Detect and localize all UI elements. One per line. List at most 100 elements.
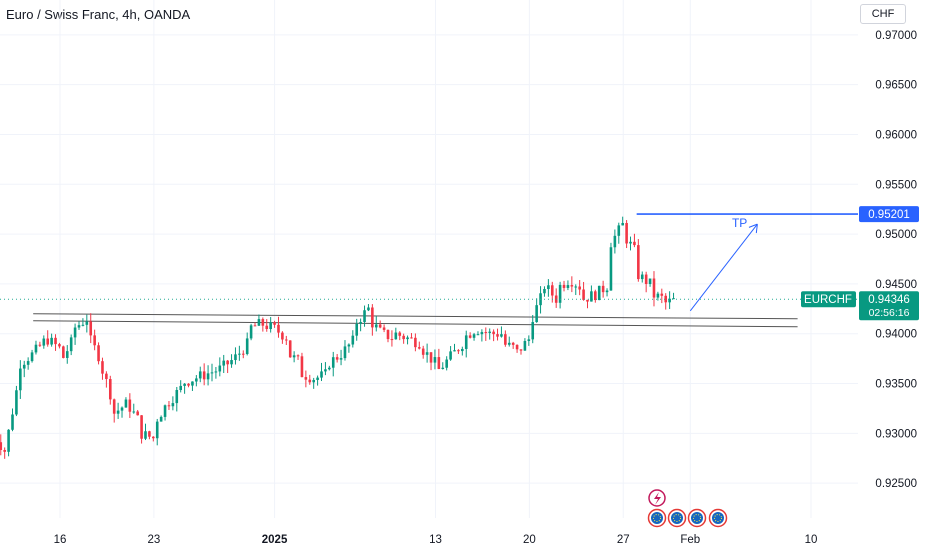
candle-body	[22, 364, 26, 369]
candle-body	[300, 356, 304, 378]
candle-body	[46, 338, 50, 345]
candle-body	[472, 334, 476, 338]
candle-body	[198, 371, 202, 379]
tp-annotation: TP	[732, 216, 747, 230]
candle-body	[664, 295, 668, 303]
candle-body	[558, 284, 562, 303]
candle-body	[144, 431, 147, 439]
candle-body	[613, 235, 617, 248]
candle-body	[77, 325, 81, 328]
candle-body	[273, 322, 276, 325]
candle-body	[30, 352, 34, 362]
candle-body	[625, 222, 628, 244]
x-tick-label: 16	[54, 534, 67, 546]
candle-body	[402, 335, 405, 340]
candle-body	[183, 383, 186, 386]
candle-body	[312, 379, 315, 383]
candle-body	[410, 337, 413, 339]
candle-body	[238, 353, 241, 355]
candle-body	[308, 379, 312, 383]
flag-stars-icon	[693, 514, 701, 522]
candle-body	[269, 322, 272, 330]
candle-body	[261, 319, 265, 326]
y-tick-label: 0.94500	[875, 279, 917, 291]
candle-body	[464, 335, 468, 349]
candle-body	[175, 390, 179, 404]
candle-body	[535, 305, 538, 323]
candle-body	[155, 421, 159, 439]
candle-body	[363, 310, 366, 323]
candle-body	[202, 371, 206, 380]
candle-body	[58, 344, 61, 347]
candle-body	[531, 322, 535, 340]
candle-body	[191, 381, 194, 386]
candle-body	[586, 299, 589, 302]
candle-body	[159, 416, 163, 422]
y-tick-label: 0.95000	[875, 229, 917, 241]
x-tick-label: 13	[429, 534, 442, 546]
candle-body	[445, 359, 448, 368]
candle-body	[163, 405, 167, 417]
overlays: TP	[0, 213, 858, 312]
candle-body	[468, 335, 472, 338]
candle-body	[281, 332, 284, 340]
event-markers[interactable]	[647, 489, 728, 528]
candle-body	[324, 369, 327, 372]
symbol-badge	[801, 291, 856, 308]
tp-price-badge	[859, 206, 919, 223]
candle-body	[171, 403, 175, 407]
y-tick-label: 0.95500	[875, 179, 917, 191]
candle-body	[449, 351, 452, 360]
candle-body	[249, 325, 253, 339]
candle-body	[69, 337, 73, 352]
candle-body	[50, 337, 53, 345]
candle-body	[15, 390, 18, 415]
candle-body	[367, 307, 370, 311]
price-axis[interactable]: 0.97000 0.96500 0.96000 0.95500 0.95000 0.945…	[801, 30, 919, 490]
candle-body	[351, 335, 355, 345]
candle-body	[206, 373, 210, 380]
candle-body	[97, 345, 100, 362]
flag-icon	[712, 512, 724, 524]
flag-icon	[651, 512, 663, 524]
candle-body	[621, 222, 624, 226]
candle-body	[136, 411, 139, 416]
candle-body	[390, 339, 394, 341]
candle-body	[507, 342, 511, 345]
flag-stars-icon	[714, 514, 722, 522]
candle-body	[617, 225, 621, 236]
candle-body	[148, 431, 151, 437]
candle-body	[511, 342, 515, 345]
candle-body	[277, 324, 280, 333]
candle-body	[421, 348, 425, 355]
candle-body	[218, 365, 222, 372]
candle-body	[245, 338, 249, 355]
candle-body	[195, 378, 198, 382]
candle-body	[644, 274, 648, 284]
support-line	[33, 313, 798, 320]
candle-body	[128, 399, 132, 412]
candle-body	[457, 350, 460, 352]
candle-body	[101, 361, 104, 374]
x-tick-label: 27	[617, 534, 630, 546]
candle-body	[214, 371, 218, 373]
candle-body	[335, 357, 339, 360]
candle-body	[116, 410, 120, 414]
support-line	[33, 320, 798, 328]
projection-arrow	[689, 223, 758, 312]
currency-button[interactable]: CHF	[860, 4, 906, 24]
candle-body	[132, 411, 136, 413]
time-axis[interactable]: 16 23 2025 13 20 27 Feb 10	[54, 534, 818, 546]
candle-body	[378, 324, 382, 328]
candle-body	[19, 368, 22, 391]
candle-body	[527, 339, 531, 341]
candle-body	[547, 285, 550, 290]
candle-body	[257, 319, 261, 326]
candle-body	[288, 340, 292, 358]
candle-body	[234, 354, 237, 361]
candle-body	[112, 399, 116, 414]
symbol-label: EURCHF	[804, 294, 852, 306]
candle-body	[222, 360, 226, 366]
candle-body	[140, 415, 143, 439]
